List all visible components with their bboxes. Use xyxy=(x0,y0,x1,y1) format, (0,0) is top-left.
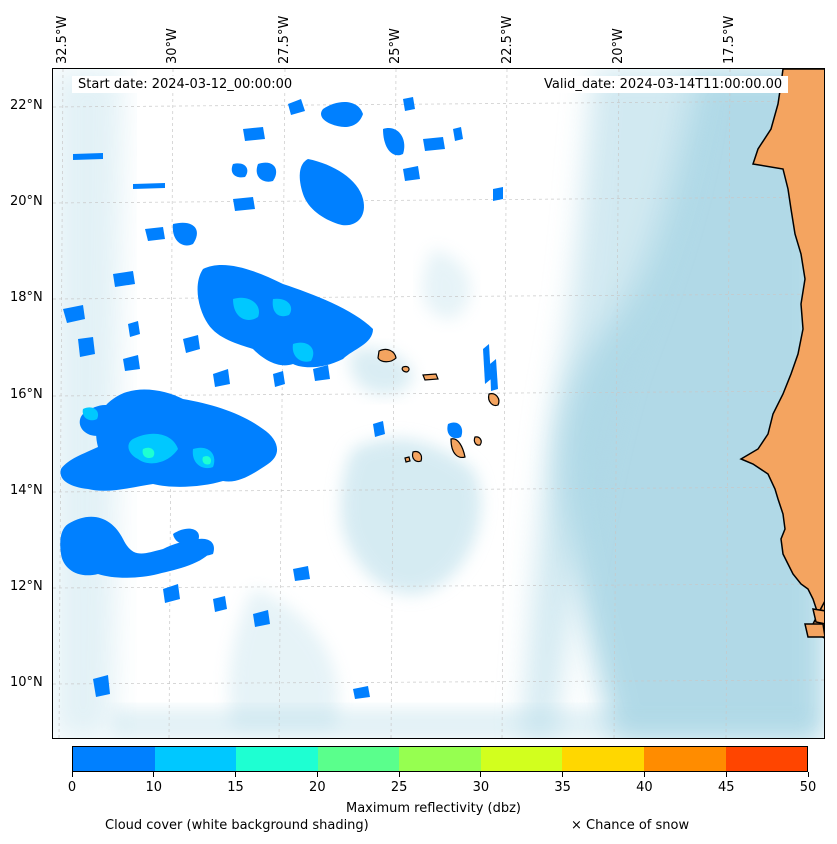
lat-label-22n: 22°N xyxy=(10,98,43,113)
colorbar-tick-mark xyxy=(480,772,482,777)
colorbar-tick-mark xyxy=(807,772,809,777)
colorbar-tick-label: 35 xyxy=(554,780,571,795)
colorbar-segment xyxy=(562,747,644,771)
colorbar-segment xyxy=(725,747,808,771)
colorbar-tick-label: 20 xyxy=(309,780,326,795)
colorbar-tick-mark xyxy=(398,772,400,777)
colorbar-segment xyxy=(236,747,318,771)
colorbar-segment xyxy=(480,747,563,771)
colorbar-tick-label: 10 xyxy=(145,780,163,795)
gridlines xyxy=(53,69,824,738)
lat-label-16n: 16°N xyxy=(10,387,43,402)
lat-label-14n: 14°N xyxy=(10,483,43,498)
legend-cloud-cover: Cloud cover (white background shading) xyxy=(105,818,369,833)
colorbar-tick-mark xyxy=(316,772,318,777)
valid-date-label: Valid_date: 2024-03-14T11:00:00.00 xyxy=(538,76,789,93)
lon-label-20w: 20°W xyxy=(611,28,626,64)
lon-label-25w: 25°W xyxy=(388,28,403,64)
land-west-africa xyxy=(739,69,824,639)
colorbar-segment xyxy=(399,747,481,771)
lat-label-10n: 10°N xyxy=(10,675,43,690)
reflectivity-10-15 xyxy=(82,297,314,469)
lon-label-17-5w: 17.5°W xyxy=(722,15,737,64)
colorbar-tick-mark xyxy=(153,772,155,777)
colorbar-segment xyxy=(643,747,726,771)
colorbar-tick-mark xyxy=(725,772,727,777)
colorbar-tick-label: 45 xyxy=(717,780,735,795)
colorbar-segment xyxy=(154,747,237,771)
lon-label-32-5w: 32.5°W xyxy=(55,15,70,64)
cape-verde-islands xyxy=(377,348,500,463)
colorbar-tick-mark xyxy=(71,772,73,777)
colorbar-tick-mark xyxy=(643,772,645,777)
map-panel[interactable] xyxy=(52,68,825,739)
lat-label-20n: 20°N xyxy=(10,194,43,209)
colorbar-tick-label: 25 xyxy=(390,780,408,795)
colorbar-tick-mark xyxy=(562,772,564,777)
colorbar-tick-label: 30 xyxy=(472,780,490,795)
colorbar-tick-label: 50 xyxy=(799,780,817,795)
colorbar-tick-label: 40 xyxy=(636,780,653,795)
colorbar-tick-mark xyxy=(235,772,237,777)
cloud-cover-shading xyxy=(53,69,824,738)
colorbar-tick-label: 0 xyxy=(67,780,77,795)
reflectivity-15-20 xyxy=(142,447,212,465)
colorbar-segment xyxy=(73,747,155,771)
legend-snow: × Chance of snow xyxy=(571,818,690,833)
colorbar-tick-label: 15 xyxy=(227,780,244,795)
lon-label-30w: 30°W xyxy=(165,28,180,64)
lon-label-27-5w: 27.5°W xyxy=(277,15,292,64)
colorbar-label: Maximum reflectivity (dbz) xyxy=(346,801,521,816)
colorbar-segment xyxy=(317,747,400,771)
start-date-label: Start date: 2024-03-12_00:00:00 xyxy=(72,76,299,93)
lat-label-12n: 12°N xyxy=(10,579,43,594)
reflectivity-colorbar xyxy=(72,746,808,772)
lat-label-18n: 18°N xyxy=(10,290,43,305)
lon-label-22-5w: 22.5°W xyxy=(500,15,515,64)
map-canvas xyxy=(53,69,824,738)
